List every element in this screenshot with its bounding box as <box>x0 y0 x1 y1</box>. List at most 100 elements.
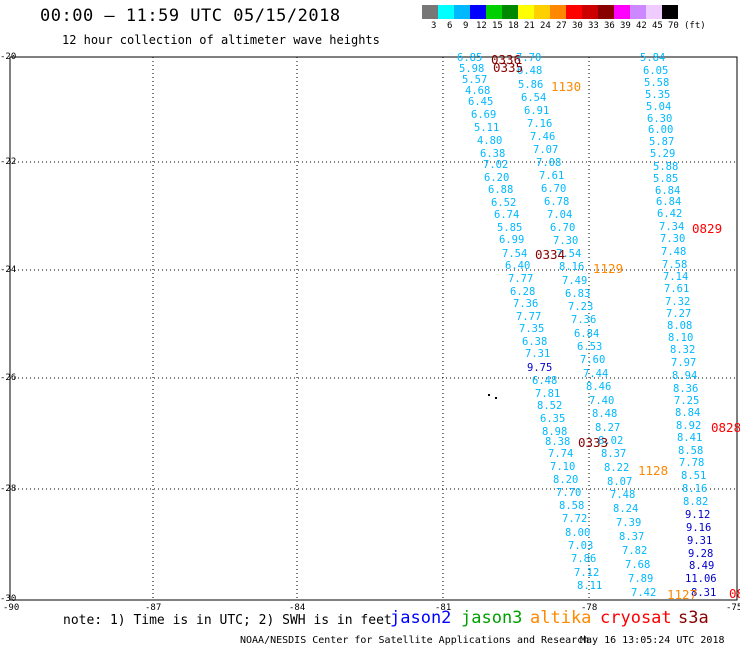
lon-label: -90 <box>3 603 20 613</box>
wave-height-value: 5.58 <box>644 77 670 89</box>
color-scale-label: 45 <box>652 21 663 31</box>
color-scale-label: 39 <box>620 21 631 31</box>
wave-height-value: 8.24 <box>613 503 639 515</box>
wave-height-value: 5.35 <box>645 89 671 101</box>
color-swatch <box>470 5 486 19</box>
wave-height-value: 6.83 <box>565 288 591 300</box>
lat-label: -22 <box>0 157 17 167</box>
pass-time-label: 0829 <box>692 221 723 236</box>
wave-height-value: 7.02 <box>483 159 509 171</box>
wave-height-value: 7.36 <box>571 314 597 326</box>
wave-height-value: 8.98 <box>542 426 568 438</box>
wave-height-value: 6.91 <box>524 105 550 117</box>
wave-height-value: 6.69 <box>471 109 497 121</box>
color-scale-label: 36 <box>604 21 615 31</box>
wave-height-value: 7.89 <box>628 573 654 585</box>
wave-height-value: 5.87 <box>649 136 675 148</box>
color-swatch <box>534 5 550 19</box>
pass-time-label: 0334 <box>535 247 566 262</box>
pass-time-label: 0335 <box>493 60 524 75</box>
footer-credit: NOAA/NESDIS Center for Satellite Applica… <box>240 635 590 646</box>
color-swatch <box>454 5 470 19</box>
wave-height-value: 8.16 <box>682 483 708 495</box>
wave-height-value: 6.74 <box>494 209 520 221</box>
wave-height-value: 7.54 <box>556 248 582 260</box>
wave-height-value: 8.48 <box>592 408 618 420</box>
color-swatch <box>662 5 678 19</box>
color-scale-label: 18 <box>508 21 519 31</box>
legend-cryosat: cryosat <box>600 608 672 628</box>
wave-height-value: 7.42 <box>631 587 657 599</box>
wave-height-value: 6.99 <box>499 234 525 246</box>
wave-height-value: 7.78 <box>679 457 705 469</box>
chart-title: 00:00 – 11:59 UTC 05/15/2018 <box>40 6 341 26</box>
wave-height-value: 9.75 <box>527 362 553 374</box>
color-scale-label: 21 <box>524 21 535 31</box>
wave-height-value: 6.30 <box>647 113 673 125</box>
color-swatch <box>598 5 614 19</box>
color-scale-label: 15 <box>492 21 503 31</box>
wave-height-value: 6.84 <box>574 328 600 340</box>
wave-height-value: 8.92 <box>676 420 702 432</box>
wave-height-value: 8.51 <box>681 470 707 482</box>
wave-height-value: 7.68 <box>625 559 651 571</box>
wave-height-value: 7.86 <box>571 553 597 565</box>
legend-jason2: jason2 <box>390 608 452 628</box>
wave-height-value: 8.58 <box>559 500 585 512</box>
wave-height-value: 7.70 <box>556 487 582 499</box>
wave-height-value: 7.61 <box>539 170 565 182</box>
lat-label: -28 <box>0 484 17 494</box>
wave-height-value: 8.52 <box>537 400 563 412</box>
wave-height-value: 7.32 <box>665 296 691 308</box>
wave-height-value: 6.48 <box>517 65 543 77</box>
wave-height-value: 5.29 <box>650 148 676 160</box>
lon-label: -81 <box>435 603 452 613</box>
footer-timestamp: May 16 13:05:24 UTC 2018 <box>580 635 725 646</box>
wave-height-value: 11.06 <box>685 573 717 585</box>
wave-height-value: 5.11 <box>474 122 500 134</box>
wave-height-value: 8.08 <box>667 320 693 332</box>
legend-jason3: jason3 <box>461 608 523 628</box>
lon-label: -84 <box>289 603 306 613</box>
lat-label: -30 <box>0 594 17 604</box>
wave-height-value: 4.80 <box>477 135 503 147</box>
wave-height-value: 7.61 <box>664 283 690 295</box>
wave-height-value: 6.84 <box>655 185 681 197</box>
wave-height-value: 7.40 <box>589 395 615 407</box>
color-swatch <box>518 5 534 19</box>
wave-height-value: 8.41 <box>677 432 703 444</box>
pass-time-label: 0336 <box>491 52 522 67</box>
color-scale-label: 30 <box>572 21 583 31</box>
wave-height-value: 5.98 <box>459 63 485 75</box>
wave-height-value: 7.35 <box>519 323 545 335</box>
lon-label: -78 <box>581 603 598 613</box>
wave-height-value: 6.54 <box>521 92 547 104</box>
wave-height-value: 8.10 <box>668 332 694 344</box>
wave-height-value: 7.82 <box>622 545 648 557</box>
wave-height-value: 7.04 <box>547 209 573 221</box>
wave-height-value: 7.34 <box>659 221 685 233</box>
wave-height-value: 5.86 <box>518 79 544 91</box>
wave-height-value: 6.38 <box>522 336 548 348</box>
wave-height-value: 8.94 <box>672 370 698 382</box>
color-swatch <box>566 5 582 19</box>
wave-height-value: 5.04 <box>646 101 672 113</box>
wave-height-value: 7.08 <box>536 157 562 169</box>
wave-height-value: 8.58 <box>678 445 704 457</box>
wave-height-value: 7.77 <box>516 311 542 323</box>
wave-height-value: 8.84 <box>675 407 701 419</box>
wave-height-value: 8.82 <box>683 496 709 508</box>
wave-height-value: 7.60 <box>580 354 606 366</box>
wave-height-value: 7.70 <box>516 52 542 64</box>
wave-height-value: 8.36 <box>673 383 699 395</box>
wave-height-value: 7.97 <box>671 357 697 369</box>
wave-height-value: 6.88 <box>488 184 514 196</box>
lat-label: -20 <box>0 52 17 62</box>
color-swatch <box>438 5 454 19</box>
wave-height-value: 8.37 <box>619 531 645 543</box>
pass-time-label: 0333 <box>578 435 609 450</box>
wave-height-value: 8.02 <box>598 435 624 447</box>
color-swatch <box>422 5 438 19</box>
wave-height-value: 9.31 <box>687 535 713 547</box>
